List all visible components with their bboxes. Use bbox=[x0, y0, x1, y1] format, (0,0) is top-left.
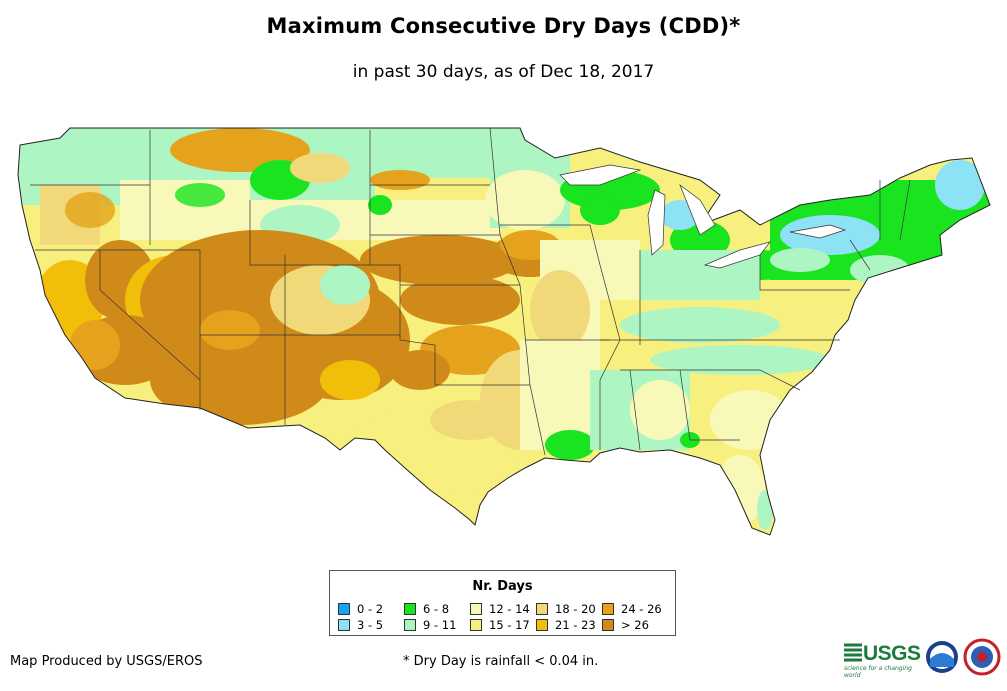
map-credit: Map Produced by USGS/EROS bbox=[10, 654, 203, 669]
legend-swatch bbox=[338, 619, 350, 631]
noaa-logo-icon bbox=[926, 641, 958, 673]
legend-swatch bbox=[404, 603, 416, 615]
legend-label: 24 - 26 bbox=[621, 602, 662, 616]
dry-day-footnote: * Dry Day is rainfall < 0.04 in. bbox=[403, 654, 599, 669]
legend-item: 21 - 23 bbox=[536, 617, 602, 633]
legend-label: > 26 bbox=[621, 618, 649, 632]
legend-label: 18 - 20 bbox=[555, 602, 596, 616]
usgs-tagline: science for a changing world bbox=[844, 665, 912, 679]
legend-swatch bbox=[338, 603, 350, 615]
legend-item: 18 - 20 bbox=[536, 601, 602, 617]
legend-item: 12 - 14 bbox=[470, 601, 536, 617]
legend-swatch bbox=[602, 603, 614, 615]
legend-swatch bbox=[602, 619, 614, 631]
legend-label: 12 - 14 bbox=[489, 602, 530, 616]
legend: Nr. Days 0 - 2 3 - 5 6 - 8 9 - 11 12 - 1… bbox=[329, 570, 676, 636]
nws-logo-icon bbox=[963, 638, 1001, 676]
legend-item: 0 - 2 bbox=[338, 601, 404, 617]
legend-label: 21 - 23 bbox=[555, 618, 596, 632]
agency-logos bbox=[844, 638, 1001, 676]
legend-item: 3 - 5 bbox=[338, 617, 404, 633]
legend-item: 6 - 8 bbox=[404, 601, 470, 617]
usgs-wordmark: USGS bbox=[863, 642, 921, 665]
legend-label: 9 - 11 bbox=[423, 618, 457, 632]
legend-swatch bbox=[470, 619, 482, 631]
legend-label: 6 - 8 bbox=[423, 602, 450, 616]
map-title: Maximum Consecutive Dry Days (CDD)* bbox=[266, 14, 741, 38]
legend-label: 3 - 5 bbox=[357, 618, 384, 632]
legend-swatch bbox=[536, 619, 548, 631]
legend-title: Nr. Days bbox=[472, 579, 533, 594]
legend-grid: 0 - 2 3 - 5 6 - 8 9 - 11 12 - 14 15 - 17… bbox=[338, 601, 668, 633]
legend-swatch bbox=[536, 603, 548, 615]
legend-label: 15 - 17 bbox=[489, 618, 530, 632]
legend-item: 9 - 11 bbox=[404, 617, 470, 633]
legend-item: 24 - 26 bbox=[602, 601, 668, 617]
legend-item: > 26 bbox=[602, 617, 668, 633]
legend-item: 15 - 17 bbox=[470, 617, 536, 633]
usgs-logo-icon bbox=[844, 643, 862, 662]
legend-label: 0 - 2 bbox=[357, 602, 384, 616]
legend-swatch bbox=[470, 603, 482, 615]
legend-swatch bbox=[404, 619, 416, 631]
map-subtitle: in past 30 days, as of Dec 18, 2017 bbox=[352, 62, 655, 82]
